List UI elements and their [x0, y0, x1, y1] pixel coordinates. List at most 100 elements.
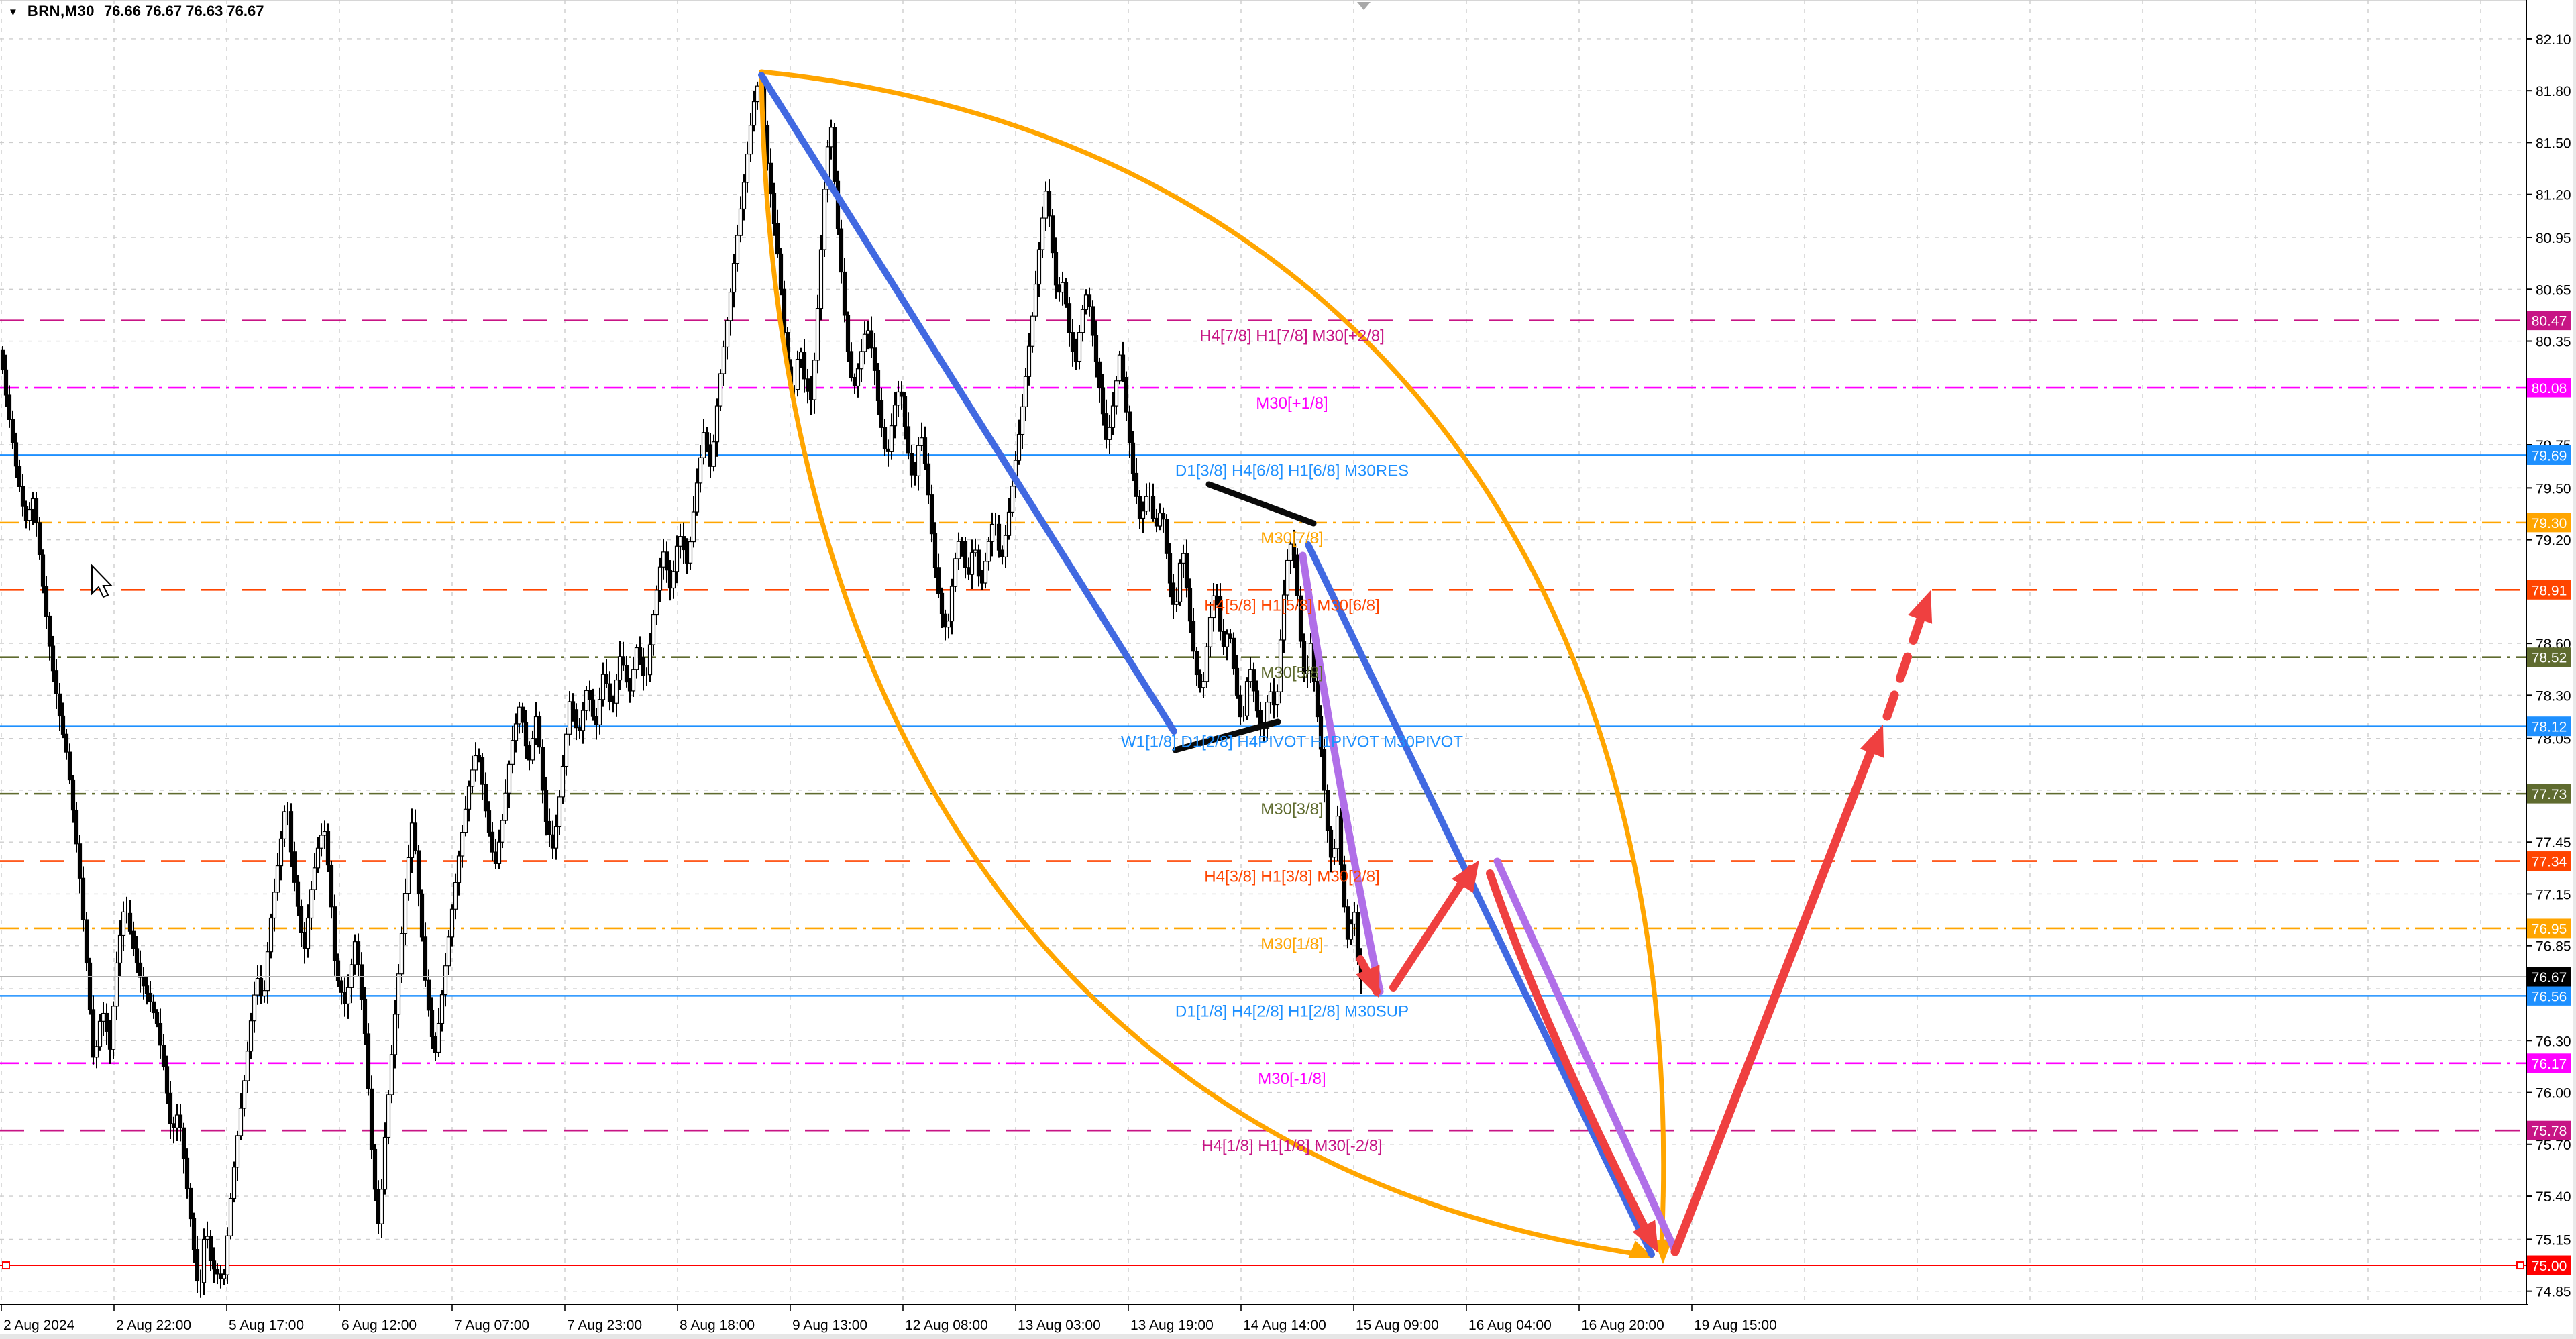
time-axis-label: 15 Aug 09:00 — [1356, 1318, 1439, 1333]
trendline-black-upper[interactable] — [1205, 481, 1317, 527]
candle-body — [721, 346, 727, 374]
candle-body — [77, 843, 83, 879]
ellipse-arc-right[interactable] — [759, 69, 1666, 1248]
candle-body — [594, 716, 599, 725]
candle-body — [1315, 680, 1320, 718]
candle-body — [443, 965, 448, 996]
candle-body — [399, 933, 405, 975]
drawing-objects-layer — [758, 69, 1933, 1264]
red-arrow-down-long[interactable] — [1486, 869, 1657, 1248]
red-arrow-down-small-head[interactable] — [1356, 965, 1380, 998]
candle-body — [111, 1006, 116, 1050]
trendline-blue-upper[interactable] — [758, 72, 1177, 735]
candle-body — [664, 551, 669, 571]
trendline-blue-lower[interactable] — [1305, 541, 1655, 1258]
price-tick-label: 81.20 — [2536, 188, 2571, 203]
candle-body — [201, 1238, 207, 1283]
candle-body — [138, 962, 143, 978]
candle-body — [714, 405, 720, 443]
candle-body — [114, 962, 119, 1007]
candle-body — [309, 889, 314, 919]
candle-body — [1150, 496, 1156, 519]
chart-shift-marker-icon[interactable] — [1357, 2, 1371, 10]
candle-body — [1070, 332, 1075, 352]
candle-body — [1090, 306, 1095, 336]
candle-body — [151, 1001, 156, 1014]
candle-body — [379, 1189, 384, 1224]
candle-body — [228, 1197, 233, 1236]
time-axis-label: 7 Aug 07:00 — [454, 1318, 529, 1333]
candle-body — [1104, 413, 1109, 440]
candle-body — [490, 831, 495, 853]
candle-body — [520, 706, 525, 723]
candle-body — [245, 1051, 250, 1081]
candle-body — [84, 919, 89, 964]
time-axis[interactable]: 2 Aug 2024 2 Aug 22:00 5 Aug 17:00 6 Aug 12… — [1, 1305, 1777, 1333]
level-caption: D1[1/8] H4[2/8] H1[2/8] M30SUP — [1175, 1002, 1409, 1020]
price-level-badge-value: 78.91 — [2532, 583, 2567, 598]
candle-body — [896, 391, 901, 406]
price-level-badge — [2527, 985, 2571, 1006]
candle-body — [1291, 543, 1297, 555]
candle-body — [1234, 667, 1240, 696]
ellipse-arc-left[interactable] — [759, 69, 1652, 1258]
price-tick-label: 75.15 — [2536, 1232, 2571, 1248]
candle-body — [1006, 511, 1012, 536]
candle-body — [47, 615, 52, 647]
time-axis-label: 2 Aug 22:00 — [116, 1318, 191, 1333]
price-tick-label: 82.10 — [2536, 32, 2571, 48]
ellipse-arc-right-head[interactable] — [1654, 1240, 1672, 1264]
red-arrow-up-dashed-head[interactable] — [1908, 590, 1933, 624]
candle-body — [164, 1066, 170, 1094]
red-arrow-up-long[interactable] — [1670, 735, 1880, 1256]
candle-body — [600, 674, 606, 700]
trendline-purple-upper[interactable] — [1299, 551, 1384, 996]
candle-body — [436, 1022, 441, 1053]
candle-body — [1157, 513, 1163, 527]
candle-body — [953, 558, 958, 587]
candle-body — [154, 1012, 160, 1024]
candle-body — [10, 419, 15, 443]
price-tick-label: 79.20 — [2536, 533, 2571, 549]
candle-body — [936, 567, 941, 594]
candle-body — [423, 936, 428, 981]
candle-body — [392, 1014, 398, 1055]
line-handle-right[interactable] — [2516, 1261, 2524, 1270]
candle-body — [869, 330, 874, 349]
candle-body — [409, 822, 415, 858]
candle-body — [1244, 681, 1250, 716]
window-bottom-strip — [0, 1334, 2576, 1339]
candle-body — [832, 127, 837, 182]
red-arrow-up-small[interactable] — [1389, 865, 1475, 992]
price-level-badge — [2527, 716, 2571, 737]
trendline-purple-lower[interactable] — [1493, 857, 1678, 1253]
candle-body — [67, 751, 72, 781]
candle-body — [674, 545, 680, 572]
candle-body — [215, 1269, 220, 1275]
line-handle-left[interactable] — [2, 1261, 10, 1270]
candle-body — [735, 235, 740, 264]
price-level-badge — [2527, 1053, 2571, 1073]
red-arrow-up-small-head[interactable] — [1452, 860, 1479, 893]
red-arrow-down-long-head[interactable] — [1632, 1220, 1658, 1253]
price-level-badge — [2527, 513, 2571, 533]
candle-body — [299, 906, 304, 933]
candle-body — [252, 994, 257, 1022]
chart-plot-area[interactable] — [0, 0, 2526, 1305]
candle-body — [1197, 674, 1203, 688]
symbol-ohlc: 76.66 76.67 76.63 76.67 — [103, 3, 264, 19]
red-arrow-up-long-head[interactable] — [1860, 725, 1884, 758]
candle-body — [466, 786, 472, 810]
candle-body — [1204, 646, 1210, 682]
candle-body — [94, 1046, 99, 1058]
price-level-badge-value: 78.12 — [2532, 720, 2567, 735]
red-arrow-up-dashed[interactable] — [1882, 602, 1929, 721]
symbol-collapse-icon[interactable]: ▼ — [8, 6, 18, 18]
candle-body — [258, 978, 264, 996]
candle-body — [731, 263, 737, 293]
trendline-black-lower[interactable] — [1172, 718, 1281, 753]
candle-body — [1325, 790, 1330, 831]
candle-body — [27, 508, 32, 521]
